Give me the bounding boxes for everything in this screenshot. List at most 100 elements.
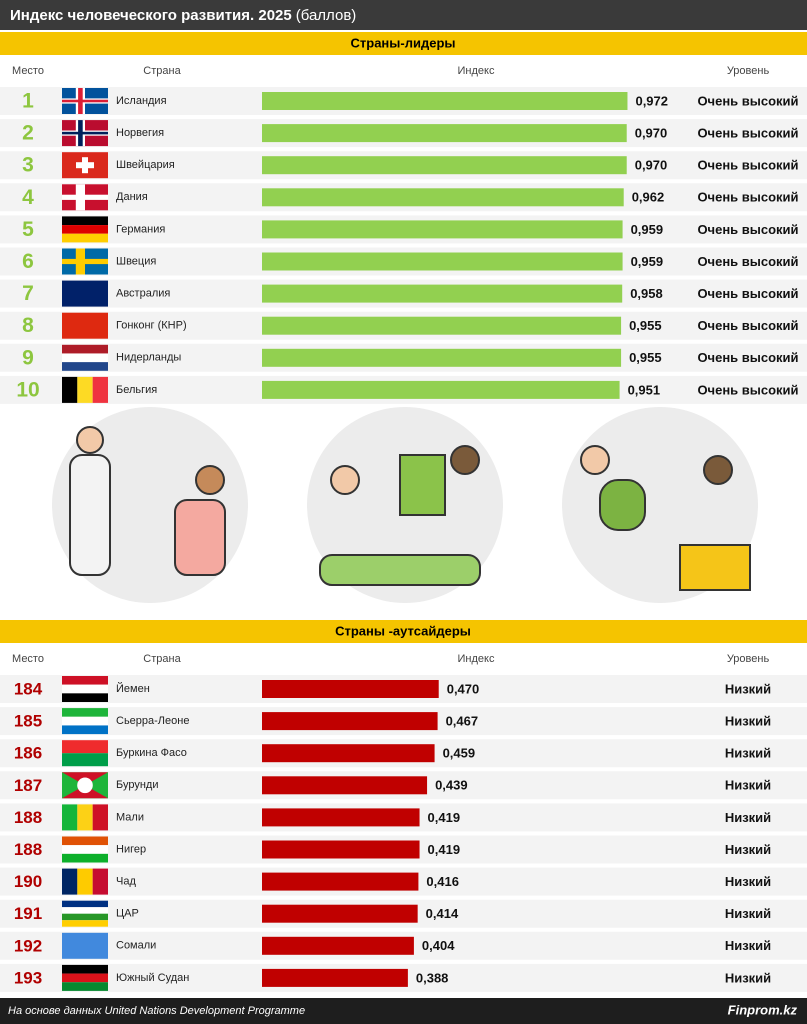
country: Бельгия: [116, 384, 157, 396]
flag: [62, 973, 108, 983]
flag: [62, 362, 108, 371]
bar: [262, 156, 627, 175]
flag: [62, 753, 108, 767]
figure: [319, 554, 481, 586]
bar: [262, 220, 623, 239]
value-label: 0,419: [428, 810, 461, 825]
country: Буркина Фасо: [116, 747, 187, 759]
level: Низкий: [725, 778, 771, 793]
bar: [262, 284, 623, 303]
rank: 6: [22, 250, 34, 273]
value-label: 0,972: [635, 93, 668, 108]
flag: [77, 868, 93, 895]
flag: [62, 344, 108, 354]
section-bar: [0, 32, 807, 55]
bar: [262, 904, 418, 923]
level: Очень высокий: [697, 93, 798, 108]
country: Швейцария: [116, 159, 175, 171]
level: Очень высокий: [697, 222, 798, 237]
bar: [262, 316, 622, 335]
value-label: 0,955: [629, 350, 662, 365]
country: Дания: [116, 191, 148, 203]
country: Чад: [116, 876, 136, 888]
rank: 185: [14, 712, 42, 731]
flag: [62, 258, 108, 265]
level: Очень высокий: [697, 126, 798, 141]
section-bar: [0, 620, 807, 643]
figure: [330, 465, 360, 495]
value-label: 0,955: [629, 318, 662, 333]
flag: [62, 982, 108, 991]
rank: 1: [22, 90, 34, 113]
bar: [262, 252, 623, 271]
rank: 190: [14, 872, 42, 891]
rank: 186: [14, 744, 42, 763]
value-label: 0,970: [635, 158, 668, 173]
flag: [62, 853, 108, 863]
figure: [450, 445, 480, 475]
bar: [262, 124, 627, 143]
figure: [195, 465, 225, 495]
header-bar: [0, 0, 807, 30]
bar: [262, 808, 420, 827]
section-title: Страны -аутсайдеры: [335, 623, 471, 638]
value-label: 0,404: [422, 938, 455, 953]
unit: (баллов): [296, 7, 357, 24]
flag: [62, 725, 108, 735]
bar: [262, 188, 624, 207]
value-label: 0,959: [631, 222, 664, 237]
column-header: Страна: [143, 65, 181, 77]
flag: [62, 907, 108, 914]
country: Сьерра-Леоне: [116, 715, 189, 727]
country: Мали: [116, 811, 144, 823]
country: ЦАР: [116, 908, 139, 920]
value-label: 0,958: [630, 286, 663, 301]
bar: [262, 348, 622, 367]
figure: [703, 455, 733, 485]
figure: [399, 454, 446, 516]
value-label: 0,470: [447, 681, 480, 696]
column-header: Место: [12, 65, 44, 77]
level: Низкий: [725, 938, 771, 953]
value-label: 0,419: [428, 842, 461, 857]
figure: [174, 499, 226, 576]
flag: [62, 280, 108, 307]
flag: [62, 868, 78, 895]
figure: [69, 454, 111, 576]
flag: [62, 676, 108, 685]
country: Нидерланды: [116, 352, 181, 364]
value-label: 0,959: [631, 254, 664, 269]
bar: [262, 776, 428, 795]
bar: [262, 380, 620, 399]
rank: 8: [22, 314, 34, 337]
illustrations: [52, 407, 758, 603]
country: Исландия: [116, 95, 167, 107]
value-label: 0,416: [426, 874, 459, 889]
level: Очень высокий: [697, 254, 798, 269]
footer-source: На основе данных United Nations Developm…: [8, 1005, 305, 1017]
flag: [62, 131, 108, 135]
value-label: 0,414: [426, 906, 459, 921]
rank: 188: [14, 840, 42, 859]
flag: [62, 913, 108, 921]
level: Очень высокий: [697, 382, 798, 397]
rank: 187: [14, 776, 42, 795]
rank: 7: [22, 282, 34, 305]
value-label: 0,459: [443, 746, 476, 761]
value-label: 0,951: [628, 382, 661, 397]
figure: [679, 544, 751, 591]
flag: [62, 900, 108, 908]
flag: [76, 162, 94, 169]
level: Низкий: [725, 970, 771, 985]
flag: [62, 845, 108, 854]
footer-bar: [0, 998, 807, 1024]
value-label: 0,439: [435, 778, 468, 793]
flag: [62, 716, 108, 726]
column-header: Уровень: [727, 65, 770, 77]
bar: [262, 968, 408, 987]
flag: [77, 804, 93, 831]
flag: [62, 216, 108, 226]
country: Нигер: [116, 843, 146, 855]
figure: [599, 479, 646, 531]
flag: [62, 312, 108, 339]
